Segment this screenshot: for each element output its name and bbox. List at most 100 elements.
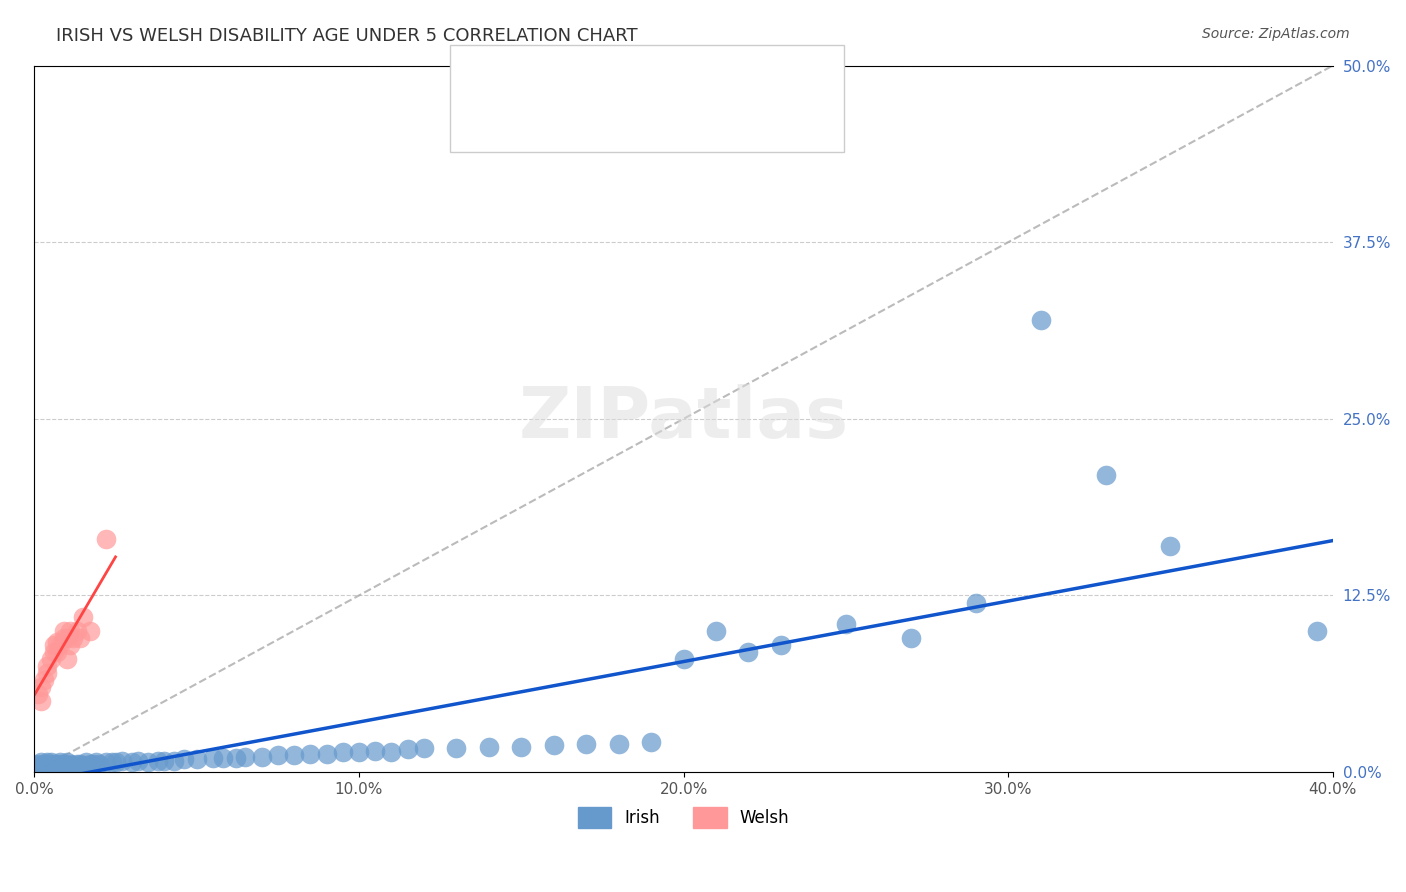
Point bbox=[1305, 624, 1327, 638]
Point bbox=[127, 754, 149, 768]
Point bbox=[37, 755, 59, 769]
Point bbox=[101, 755, 124, 769]
Point bbox=[575, 737, 598, 751]
Point bbox=[446, 741, 468, 756]
Point bbox=[42, 638, 65, 652]
Point bbox=[704, 624, 727, 638]
Point bbox=[235, 749, 257, 764]
Point bbox=[52, 756, 75, 771]
Text: ■: ■ bbox=[475, 99, 495, 119]
Point bbox=[39, 652, 62, 666]
Point bbox=[56, 758, 79, 772]
Point bbox=[59, 624, 82, 638]
Point bbox=[32, 758, 55, 772]
Point bbox=[396, 742, 419, 756]
Point bbox=[900, 631, 922, 645]
Point bbox=[49, 755, 72, 769]
Text: R = 0.465   N = 76: R = 0.465 N = 76 bbox=[506, 64, 664, 82]
Point bbox=[30, 759, 52, 773]
Point bbox=[769, 638, 792, 652]
Legend: Irish, Welsh: Irish, Welsh bbox=[571, 801, 796, 834]
Point bbox=[186, 752, 208, 766]
Point bbox=[332, 745, 354, 759]
Point bbox=[89, 756, 111, 771]
Point bbox=[56, 631, 79, 645]
Point bbox=[27, 687, 49, 701]
Point bbox=[37, 756, 59, 771]
Point bbox=[510, 739, 533, 754]
Text: 0.315: 0.315 bbox=[534, 100, 582, 118]
Point bbox=[640, 735, 662, 749]
Point bbox=[52, 631, 75, 645]
Point bbox=[72, 609, 94, 624]
Point bbox=[62, 631, 84, 645]
Point bbox=[62, 758, 84, 772]
Text: 24: 24 bbox=[612, 100, 633, 118]
Point bbox=[37, 758, 59, 772]
Point bbox=[32, 756, 55, 771]
Point bbox=[965, 595, 987, 609]
Point bbox=[65, 756, 87, 771]
Point bbox=[1159, 539, 1181, 553]
Point bbox=[835, 616, 858, 631]
Point bbox=[478, 739, 501, 754]
Text: 0.465: 0.465 bbox=[534, 64, 582, 82]
Point bbox=[75, 755, 97, 769]
Point bbox=[65, 624, 87, 638]
Point bbox=[49, 756, 72, 771]
Point bbox=[59, 756, 82, 771]
Point bbox=[27, 756, 49, 771]
Point bbox=[79, 624, 101, 638]
Point bbox=[543, 738, 565, 752]
Point bbox=[737, 645, 759, 659]
Point bbox=[46, 635, 69, 649]
Point bbox=[225, 751, 247, 765]
Point bbox=[283, 748, 305, 763]
Point bbox=[163, 754, 186, 768]
Point bbox=[46, 645, 69, 659]
Point bbox=[299, 747, 322, 761]
Point bbox=[1029, 313, 1052, 327]
Point bbox=[30, 755, 52, 769]
Point bbox=[79, 756, 101, 771]
Point bbox=[136, 755, 159, 769]
Point bbox=[1094, 468, 1116, 483]
Text: IRISH VS WELSH DISABILITY AGE UNDER 5 CORRELATION CHART: IRISH VS WELSH DISABILITY AGE UNDER 5 CO… bbox=[56, 27, 638, 45]
Point bbox=[104, 755, 127, 769]
Point bbox=[32, 673, 55, 688]
Point bbox=[42, 758, 65, 772]
Point bbox=[94, 532, 117, 546]
Point bbox=[412, 741, 434, 756]
Point bbox=[211, 751, 233, 765]
Point bbox=[30, 694, 52, 708]
Point bbox=[37, 659, 59, 673]
Point bbox=[27, 758, 49, 772]
Point bbox=[39, 758, 62, 772]
Point bbox=[153, 754, 176, 768]
Point bbox=[364, 744, 387, 758]
Point bbox=[201, 751, 224, 765]
Point bbox=[82, 756, 104, 771]
Point bbox=[250, 749, 273, 764]
Point bbox=[146, 754, 169, 768]
Point bbox=[46, 756, 69, 771]
Point bbox=[56, 755, 79, 769]
Text: R =: R = bbox=[506, 100, 543, 118]
Point bbox=[56, 652, 79, 666]
Point bbox=[69, 631, 91, 645]
Text: ZIPatlas: ZIPatlas bbox=[519, 384, 849, 453]
Point bbox=[42, 756, 65, 771]
Point bbox=[94, 755, 117, 769]
Point bbox=[39, 755, 62, 769]
Point bbox=[84, 755, 107, 769]
Text: N =: N = bbox=[576, 100, 628, 118]
Text: ■: ■ bbox=[475, 63, 495, 83]
Point bbox=[121, 755, 143, 769]
Point bbox=[69, 756, 91, 771]
Point bbox=[46, 758, 69, 772]
Point bbox=[111, 754, 134, 768]
Point bbox=[42, 645, 65, 659]
Text: R =: R = bbox=[506, 64, 543, 82]
Text: N =: N = bbox=[576, 64, 628, 82]
Point bbox=[315, 747, 337, 761]
